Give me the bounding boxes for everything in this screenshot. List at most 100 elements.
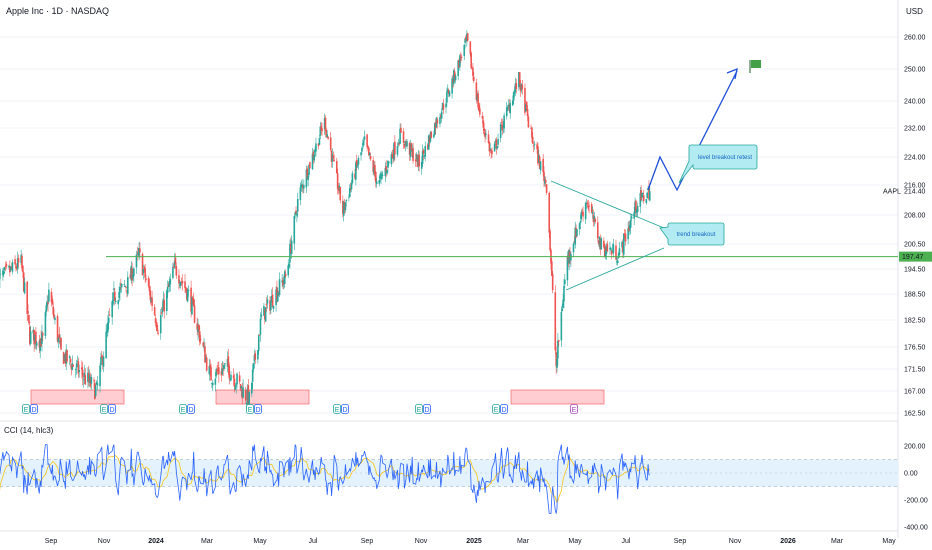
candle: [8, 264, 10, 270]
candle-body: [254, 353, 257, 360]
candle-body: [162, 298, 165, 310]
candle: [180, 277, 183, 286]
marker-letter: E: [102, 407, 107, 414]
candle: [321, 122, 323, 136]
candle: [29, 321, 31, 346]
level-tag-text: 197.47: [902, 254, 924, 261]
candle: [478, 102, 480, 112]
price-tick-label: 208.00: [904, 213, 926, 220]
candle-body: [466, 33, 469, 41]
candle: [513, 86, 516, 98]
level-price-tag: 197.47: [899, 251, 932, 262]
candle-body: [616, 260, 619, 264]
candle-body: [39, 339, 42, 351]
marker-box: [500, 404, 508, 414]
price-tick-label: 182.50: [904, 318, 926, 325]
candle-body: [544, 179, 546, 184]
candle-body: [223, 365, 225, 369]
candle: [162, 291, 165, 311]
candle-body: [52, 306, 55, 315]
candle-body: [276, 287, 278, 300]
candle: [427, 134, 430, 150]
candle-body: [495, 139, 498, 149]
candle: [272, 305, 275, 313]
candle: [367, 145, 369, 150]
candle: [336, 168, 339, 195]
candle: [120, 278, 122, 290]
candle-body: [561, 308, 564, 312]
candle-body: [609, 247, 612, 251]
candle: [545, 183, 548, 195]
candle: [126, 290, 128, 298]
candle: [147, 275, 150, 289]
earnings-marker: E: [570, 404, 578, 414]
candle-body: [415, 154, 418, 160]
candle-body: [596, 222, 599, 239]
candle-body: [646, 192, 649, 198]
candle: [611, 243, 614, 252]
candle-body: [515, 83, 518, 90]
candle-body: [239, 383, 242, 390]
candle: [615, 239, 617, 261]
symbol-title[interactable]: Apple Inc · 1D · NASDAQ: [6, 6, 110, 16]
candle: [21, 253, 23, 272]
candle: [484, 128, 486, 143]
candle-body: [2, 272, 5, 274]
candle: [205, 354, 207, 363]
candle-body: [598, 236, 601, 248]
candle-body: [15, 265, 17, 269]
candle: [205, 353, 208, 372]
candle: [40, 330, 42, 347]
candle-body: [240, 385, 243, 389]
candle: [296, 210, 298, 223]
candle: [411, 144, 414, 158]
candle: [527, 114, 530, 129]
candle: [327, 136, 329, 140]
candle-body: [645, 199, 648, 203]
candle-body: [290, 240, 293, 254]
currency-label[interactable]: USD: [906, 7, 923, 16]
marker-box: [100, 404, 108, 414]
candle-body: [506, 106, 509, 108]
time-tick-label: Nov: [415, 538, 428, 545]
price-tick-label: 216.00: [904, 183, 926, 190]
candle-body: [518, 72, 520, 88]
candle-body: [381, 174, 384, 176]
dividend-marker: D: [108, 404, 116, 414]
candle-body: [2, 270, 4, 276]
cci-indicator-label[interactable]: CCI (14, hlc3): [4, 426, 54, 435]
candle-body: [241, 389, 244, 399]
flag-icon: [749, 60, 761, 73]
candle-body: [282, 279, 284, 286]
candle: [113, 287, 116, 306]
candle: [490, 148, 492, 159]
candle: [244, 386, 247, 404]
candle-body: [642, 195, 645, 202]
candle-body: [505, 107, 508, 117]
candle-body: [42, 333, 44, 336]
candle: [324, 115, 327, 138]
candle: [420, 155, 423, 175]
candle-body: [58, 334, 61, 339]
candle: [39, 338, 42, 359]
candle-body: [66, 350, 68, 362]
candle: [465, 34, 467, 42]
candle: [218, 361, 220, 383]
candle-body: [563, 286, 565, 302]
candle-body: [264, 307, 267, 322]
candle: [469, 41, 472, 57]
candle-body: [166, 286, 169, 293]
candle-body: [191, 297, 193, 315]
candle: [400, 123, 402, 133]
candle: [111, 300, 113, 325]
candle-body: [64, 353, 67, 364]
candle: [242, 379, 244, 399]
candle-body: [3, 267, 6, 271]
candle: [112, 291, 114, 307]
candle-body: [574, 227, 577, 245]
candle: [99, 363, 101, 393]
candle-body: [209, 364, 211, 369]
candle: [557, 332, 559, 366]
candle: [599, 234, 602, 256]
candle-body: [459, 55, 461, 67]
